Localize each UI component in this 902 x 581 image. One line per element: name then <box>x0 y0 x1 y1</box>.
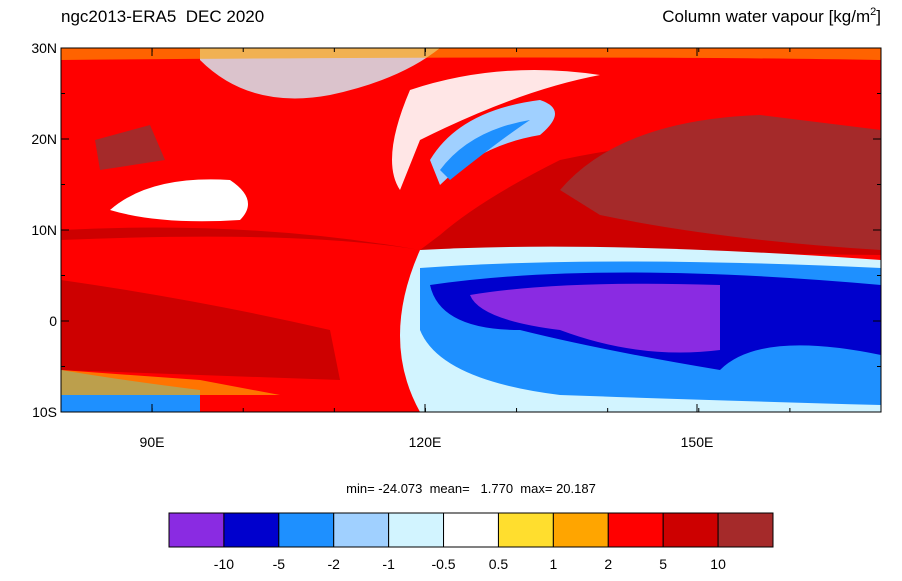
colorbar-box <box>717 512 774 548</box>
lat-tick-label: 10N <box>31 222 57 238</box>
lat-tick-label: 30N <box>31 40 57 56</box>
lon-tick-label: 90E <box>140 434 165 450</box>
stats: min= -24.073 mean= 1.770 max= 20.187 <box>346 481 596 496</box>
colorbar: -10 -5 -2 -1 -0.5 0.5 1 2 5 10 <box>168 512 774 572</box>
colorbar-label: 1 <box>549 556 557 572</box>
colorbar-box <box>497 512 554 548</box>
title-right-close: ] <box>876 7 881 26</box>
lon-tick-label: 120E <box>409 434 442 450</box>
colorbar-box <box>333 512 390 548</box>
colorbar-label: 2 <box>604 556 612 572</box>
colorbar-box <box>388 512 445 548</box>
colorbar-label: 5 <box>659 556 667 572</box>
axis-ticks: 30N 20N 10N 0 10S 90E 120E 150E <box>31 40 882 450</box>
colorbar-box <box>168 512 225 548</box>
title-right-text: Column water vapour [kg/m <box>662 7 870 26</box>
colorbar-box <box>662 512 719 548</box>
colorbar-box <box>278 512 335 548</box>
title-right-sup: 2 <box>870 6 876 18</box>
title-right: Column water vapour [kg/m2] <box>662 6 881 26</box>
colorbar-box <box>607 512 664 548</box>
lon-tick-label: 150E <box>681 434 714 450</box>
colorbar-label: -1 <box>382 556 395 572</box>
colorbar-label: 10 <box>710 556 726 572</box>
colorbar-label: -0.5 <box>431 556 455 572</box>
colorbar-label: 0.5 <box>489 556 509 572</box>
colorbar-box <box>552 512 609 548</box>
colorbar-box <box>443 512 499 548</box>
lat-tick-label: 20N <box>31 131 57 147</box>
map-field <box>61 48 881 412</box>
colorbar-label: -10 <box>214 556 234 572</box>
title-left: ngc2013-ERA5 DEC 2020 <box>61 7 264 26</box>
lat-tick-label: 0 <box>49 313 57 329</box>
colorbar-label: -5 <box>273 556 286 572</box>
colorbar-label: -2 <box>328 556 341 572</box>
lat-tick-label: 10S <box>32 404 57 420</box>
colorbar-box <box>223 512 280 548</box>
